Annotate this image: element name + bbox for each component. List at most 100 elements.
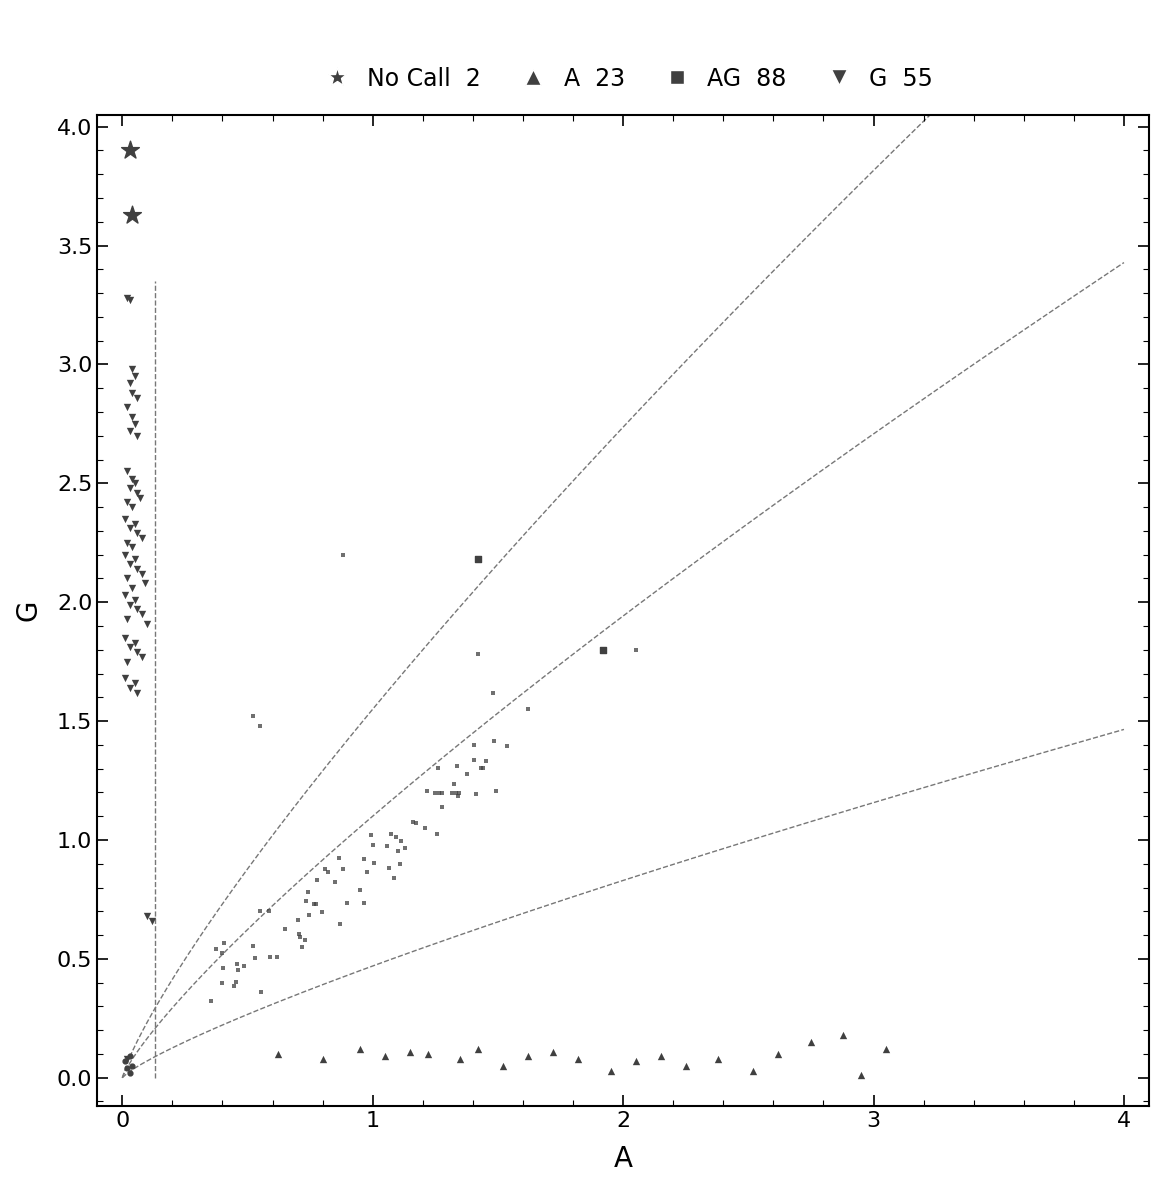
Point xyxy=(228,954,247,973)
Legend: No Call  2, A  23, AG  88, G  55: No Call 2, A 23, AG 88, G 55 xyxy=(304,57,943,100)
Point xyxy=(313,1049,332,1068)
Point xyxy=(400,1042,419,1061)
Point xyxy=(143,911,162,930)
Point xyxy=(483,683,502,702)
Point xyxy=(118,462,136,481)
Point xyxy=(569,1049,588,1068)
Point xyxy=(626,640,645,659)
Point xyxy=(123,206,142,225)
Point xyxy=(835,1025,853,1044)
Point xyxy=(121,595,140,614)
Point xyxy=(135,574,154,593)
Point xyxy=(123,1056,142,1075)
Point xyxy=(260,902,278,921)
Point xyxy=(386,827,405,846)
Point xyxy=(297,892,315,911)
Point xyxy=(389,841,407,860)
Point xyxy=(392,832,411,851)
Point xyxy=(445,775,463,794)
Point xyxy=(121,374,140,393)
Point xyxy=(430,759,448,778)
Point xyxy=(276,920,294,939)
Point xyxy=(416,819,434,838)
Point xyxy=(333,545,352,564)
Point xyxy=(652,1047,670,1066)
Point xyxy=(123,360,142,379)
Point xyxy=(447,783,466,802)
Point xyxy=(128,388,147,407)
Point xyxy=(123,407,142,426)
Point xyxy=(306,895,325,914)
Point xyxy=(403,813,421,832)
Point xyxy=(626,1051,645,1070)
Point xyxy=(484,731,503,750)
Point xyxy=(115,586,134,605)
Point xyxy=(118,398,136,417)
Point xyxy=(115,510,134,529)
Point xyxy=(235,956,254,975)
Point xyxy=(447,757,466,776)
Point xyxy=(121,141,140,160)
Point xyxy=(365,854,384,873)
Point xyxy=(709,1049,728,1068)
Point xyxy=(123,579,142,598)
Point xyxy=(121,555,140,574)
Point xyxy=(384,868,403,887)
Point xyxy=(519,1047,538,1066)
Point xyxy=(123,384,142,403)
Point xyxy=(298,883,317,902)
Point xyxy=(139,906,157,925)
Point xyxy=(133,564,151,583)
Point xyxy=(118,1059,136,1078)
Point xyxy=(121,422,140,441)
Y-axis label: G: G xyxy=(15,600,43,621)
Point xyxy=(442,783,461,802)
Point xyxy=(121,479,140,498)
Point xyxy=(268,1044,286,1063)
Point xyxy=(121,291,140,310)
Point xyxy=(497,737,516,756)
Point xyxy=(329,848,348,867)
Point xyxy=(243,707,262,726)
Point xyxy=(432,783,450,802)
Point xyxy=(378,836,397,855)
X-axis label: A: A xyxy=(613,1145,632,1173)
Point xyxy=(115,669,134,688)
Point xyxy=(474,759,492,778)
Point xyxy=(391,854,410,873)
Point xyxy=(118,652,136,671)
Point xyxy=(130,488,149,507)
Point xyxy=(123,469,142,488)
Point xyxy=(118,493,136,512)
Point xyxy=(476,752,495,771)
Point xyxy=(308,871,327,890)
Point xyxy=(115,545,134,564)
Point xyxy=(133,647,151,666)
Point xyxy=(128,484,147,503)
Point xyxy=(207,940,226,959)
Point xyxy=(118,1049,136,1068)
Point xyxy=(118,609,136,628)
Point xyxy=(121,638,140,657)
Point xyxy=(268,948,286,967)
Point xyxy=(305,895,324,914)
Point xyxy=(123,498,142,517)
Point xyxy=(419,1044,438,1063)
Point xyxy=(126,633,144,652)
Point xyxy=(126,367,144,386)
Point xyxy=(426,783,445,802)
Point xyxy=(357,862,376,881)
Point xyxy=(406,813,425,832)
Point xyxy=(430,783,448,802)
Point xyxy=(261,948,279,967)
Point xyxy=(319,862,338,881)
Point xyxy=(317,859,335,878)
Point xyxy=(246,949,264,968)
Point xyxy=(313,903,332,922)
Point xyxy=(128,683,147,702)
Point xyxy=(291,928,310,947)
Point xyxy=(126,550,144,569)
Point xyxy=(121,1063,140,1082)
Point xyxy=(469,1040,488,1059)
Point xyxy=(594,640,612,659)
